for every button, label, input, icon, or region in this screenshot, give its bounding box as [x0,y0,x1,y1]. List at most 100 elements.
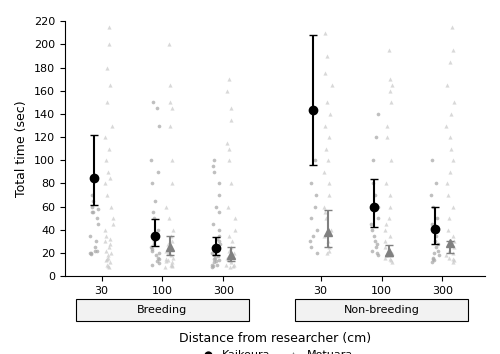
Point [152,252,160,258]
Point [328,82,336,88]
Point [386,204,394,210]
Point [442,82,450,88]
Point [450,259,458,265]
Point [388,259,396,265]
Point [166,215,173,221]
Point [434,241,442,246]
Point [307,215,315,221]
Point [225,248,233,253]
Point [216,181,224,186]
Point [369,158,377,163]
Point [155,256,163,262]
Point [168,262,175,267]
Point [152,198,160,204]
Y-axis label: Total time (sec): Total time (sec) [16,101,28,197]
Point [147,244,155,250]
Point [387,257,395,263]
Point [103,99,111,105]
Point [210,256,218,262]
Point [320,169,328,175]
Point [307,244,315,250]
Point [324,192,332,198]
Point [149,210,157,215]
Point [88,204,96,210]
Point [208,250,216,256]
Point [230,215,238,221]
Point [445,248,453,253]
Point [166,99,173,105]
Point [428,259,436,265]
Point [373,241,381,246]
Point [386,256,394,262]
Point [105,244,113,250]
Point [208,263,216,269]
Point [448,233,456,238]
Point [374,252,382,258]
Point [103,65,111,70]
Point [149,233,157,238]
Point [165,41,173,47]
Point [226,105,234,111]
Point [150,215,158,221]
Point [224,255,232,261]
Point [92,239,100,244]
Point [320,204,328,210]
Point [324,239,332,244]
Point [450,158,458,163]
Point [150,241,158,246]
Point [322,146,330,152]
Point [169,227,177,233]
Point [432,244,440,250]
Text: Breeding: Breeding [138,305,188,315]
Point [164,250,172,256]
Point [382,255,390,261]
Point [91,248,99,253]
Point [230,227,238,233]
Point [154,250,162,256]
Point [148,248,156,253]
Point [109,215,117,221]
Point [105,146,113,152]
Point [450,250,458,256]
Point [429,256,437,262]
Point [442,252,450,258]
Point [148,247,156,252]
Point [324,158,332,163]
Point [104,169,112,175]
Point [210,221,218,227]
Point [230,250,238,256]
Point [450,244,458,250]
Point [162,204,170,210]
Point [326,111,334,117]
Point [88,198,96,204]
Point [166,252,174,258]
Point [449,256,457,262]
Point [321,123,329,129]
Point [162,264,170,270]
Point [106,241,114,246]
Legend: Kaikoura, Motuara: Kaikoura, Motuara [192,346,358,354]
Point [385,215,393,221]
Point [320,30,328,36]
Point [225,252,233,258]
Point [310,233,318,238]
Point [370,233,378,238]
Point [210,259,218,265]
Point [106,259,114,265]
Point [323,250,331,256]
Point [386,192,394,198]
Point [105,24,113,30]
Point [230,262,237,267]
Point [101,227,109,233]
Point [222,140,230,146]
Point [93,215,101,221]
Point [446,169,454,175]
Point [154,105,162,111]
Point [387,99,395,105]
Point [102,248,110,253]
Point [448,146,456,152]
Point [433,215,441,221]
Point [168,259,176,265]
Point [166,82,174,88]
Point [104,255,112,261]
